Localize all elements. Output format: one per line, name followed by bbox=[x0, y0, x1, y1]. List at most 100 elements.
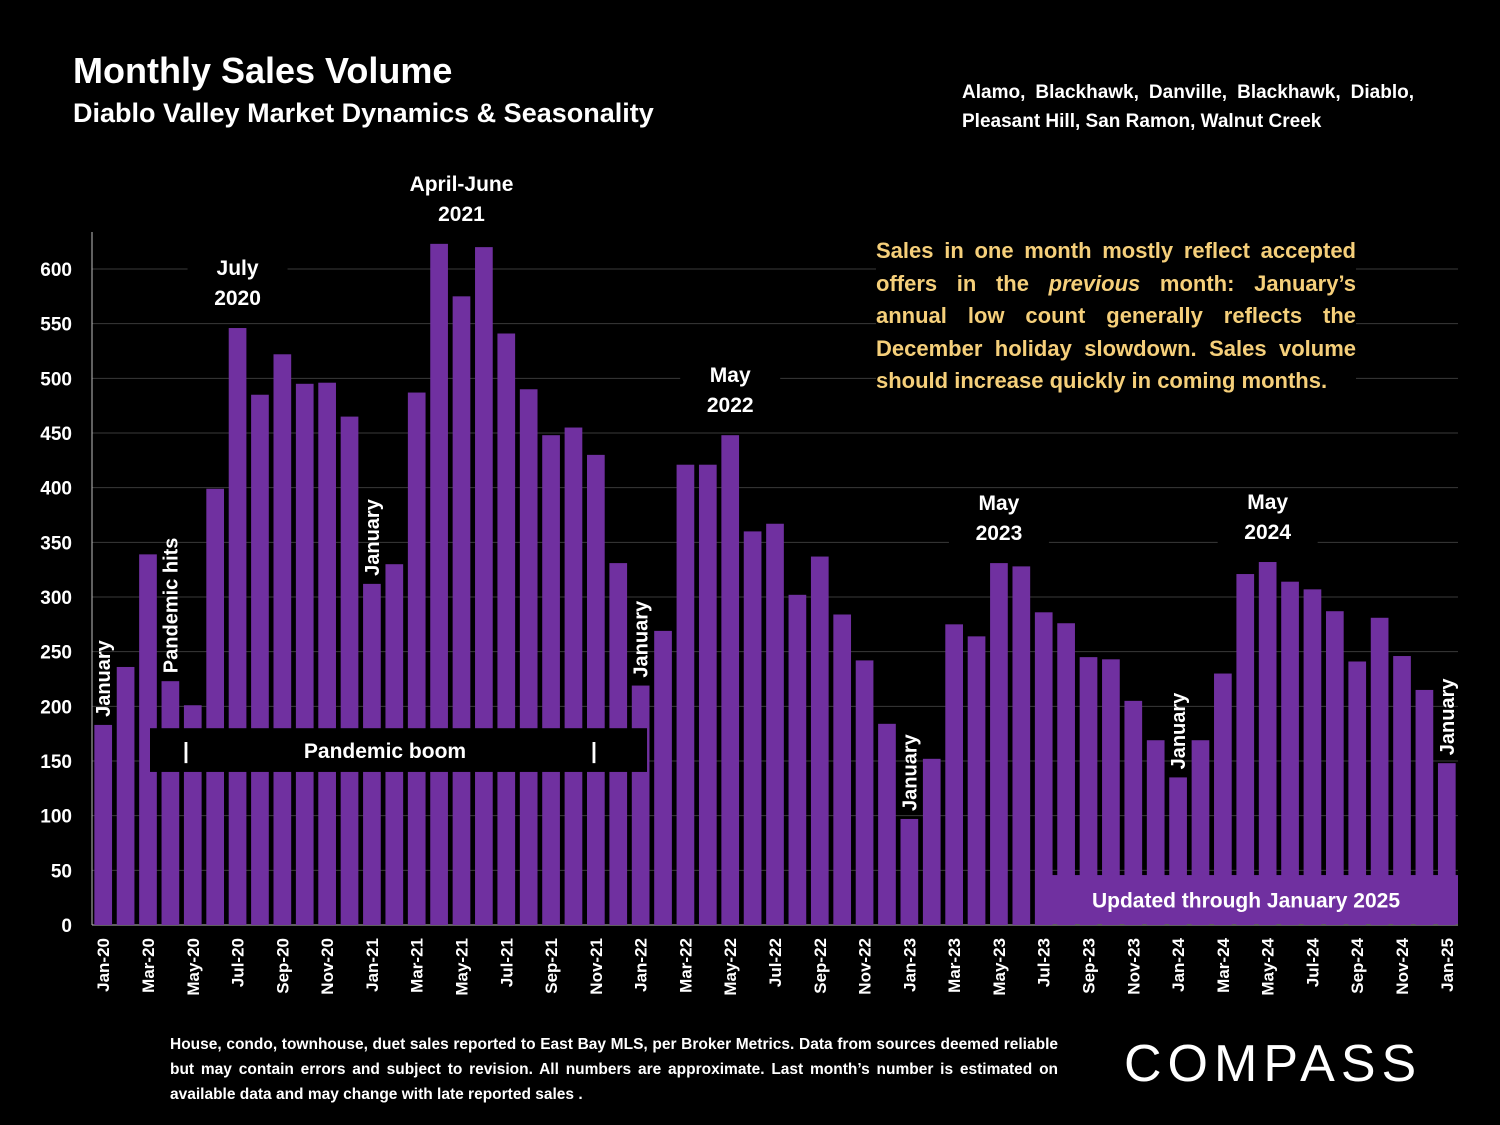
y-tick-label: 550 bbox=[40, 315, 72, 336]
annotation-vertical: January bbox=[1437, 678, 1459, 756]
bar bbox=[564, 427, 583, 925]
bar bbox=[475, 247, 493, 926]
annotation-backdrop bbox=[1217, 490, 1318, 555]
y-tick-label: 400 bbox=[40, 479, 72, 500]
annotation-label: July bbox=[217, 257, 259, 280]
x-tick-label: May-24 bbox=[1259, 937, 1278, 995]
x-tick-label: Nov-22 bbox=[856, 938, 875, 995]
x-tick-label: Nov-24 bbox=[1393, 937, 1412, 994]
compass-logo: COMPASS bbox=[1124, 1035, 1423, 1093]
pandemic-boom-label: Pandemic boom bbox=[304, 740, 466, 763]
bar bbox=[1415, 689, 1434, 925]
x-tick-label: Sep-21 bbox=[542, 938, 561, 994]
bar bbox=[295, 383, 314, 925]
annotation-vertical: January bbox=[1168, 692, 1190, 770]
bar bbox=[318, 382, 336, 925]
callout-text-before: Sales in one month mostly reflect accept… bbox=[876, 238, 1356, 296]
x-tick-label: May-20 bbox=[184, 938, 203, 996]
x-tick-label: Jan-25 bbox=[1438, 938, 1457, 992]
pandemic-boom-band bbox=[150, 728, 648, 772]
annotation-vertical: January bbox=[631, 600, 653, 678]
bar bbox=[1236, 574, 1255, 925]
x-tick-label: Mar-21 bbox=[408, 938, 427, 993]
bar bbox=[161, 681, 180, 925]
y-tick-label: 50 bbox=[51, 861, 72, 882]
x-tick-label: Jul-24 bbox=[1303, 937, 1322, 987]
bar bbox=[1258, 562, 1277, 925]
bar bbox=[407, 392, 426, 926]
x-tick-label: Jul-21 bbox=[497, 938, 516, 987]
bar bbox=[430, 243, 448, 925]
updated-note-band bbox=[1052, 875, 1458, 924]
x-tick-label: Sep-23 bbox=[1080, 938, 1099, 994]
bar bbox=[94, 724, 113, 925]
bar bbox=[654, 630, 672, 925]
bar bbox=[631, 685, 650, 925]
y-tick-label: 0 bbox=[61, 916, 72, 937]
bar bbox=[251, 394, 269, 925]
annotation-label: May bbox=[979, 492, 1020, 515]
annotation-vertical: Pandemic hits bbox=[160, 538, 182, 674]
annotation-backdrop bbox=[680, 363, 781, 428]
bar bbox=[1102, 659, 1120, 925]
annotation-backdrop bbox=[187, 256, 288, 321]
bar bbox=[452, 296, 471, 925]
x-tick-label: Jul-23 bbox=[1035, 938, 1054, 987]
bar bbox=[1370, 617, 1389, 925]
x-tick-label: Mar-22 bbox=[676, 938, 695, 993]
bar bbox=[228, 328, 247, 925]
bar bbox=[1325, 611, 1344, 925]
bar bbox=[273, 354, 292, 925]
chart-title: Monthly Sales Volume bbox=[73, 50, 453, 91]
bar bbox=[743, 531, 762, 925]
x-tick-label: Jul-22 bbox=[766, 938, 785, 987]
x-tick-label: Jan-20 bbox=[94, 938, 113, 992]
bar bbox=[1057, 623, 1075, 925]
boom-start-marker: | bbox=[183, 738, 189, 763]
x-tick-label: Jan-21 bbox=[363, 938, 382, 992]
bar bbox=[1124, 700, 1143, 925]
source-footnote: House, condo, townhouse, duet sales repo… bbox=[170, 1036, 1058, 1103]
annotation-year: 2022 bbox=[707, 394, 754, 417]
bar bbox=[1393, 656, 1411, 925]
annotation-year: 2020 bbox=[214, 287, 261, 310]
bar bbox=[1303, 589, 1322, 925]
bar bbox=[1348, 661, 1367, 925]
seasonality-callout: Sales in one month mostly reflect accept… bbox=[876, 233, 1356, 400]
x-tick-label: May-21 bbox=[452, 938, 471, 996]
x-tick-label: Nov-20 bbox=[318, 938, 337, 995]
annotation-label: May bbox=[1247, 491, 1288, 514]
bar bbox=[1281, 581, 1299, 925]
y-tick-label: 100 bbox=[40, 807, 72, 828]
bar bbox=[139, 554, 157, 925]
x-tick-label: Mar-20 bbox=[139, 938, 158, 993]
bar bbox=[340, 416, 359, 925]
bar bbox=[810, 556, 829, 925]
y-tick-label: 300 bbox=[40, 588, 72, 609]
bar-chart: 0 50 100 150 200 250 300 350 400 450 500 550 600 Jan-… bbox=[40, 171, 1459, 996]
bar bbox=[542, 435, 560, 925]
x-tick-label: Nov-21 bbox=[587, 938, 606, 995]
annotation-year: 2023 bbox=[976, 522, 1023, 545]
annotation-backdrop bbox=[948, 491, 1049, 556]
bar bbox=[855, 660, 874, 925]
y-tick-label: 450 bbox=[40, 424, 72, 445]
y-tick-label: 500 bbox=[40, 369, 72, 390]
x-tick-label: Jul-20 bbox=[229, 938, 248, 987]
x-tick-label: May-23 bbox=[990, 938, 1009, 996]
bar bbox=[788, 594, 807, 925]
annotation-vertical: January bbox=[93, 639, 115, 717]
x-tick-label: Sep-24 bbox=[1348, 937, 1367, 993]
boom-end-marker: | bbox=[591, 738, 597, 763]
x-tick-label: Nov-23 bbox=[1124, 938, 1143, 995]
bar bbox=[922, 758, 941, 925]
bar bbox=[676, 464, 695, 925]
x-tick-label: Mar-23 bbox=[945, 938, 964, 993]
bar bbox=[1214, 673, 1232, 925]
x-tick-label: Jan-23 bbox=[900, 938, 919, 992]
annotation-label: May bbox=[710, 364, 751, 387]
bar bbox=[990, 563, 1008, 925]
x-tick-label: Jan-24 bbox=[1169, 937, 1188, 991]
bar bbox=[878, 723, 896, 925]
y-tick-label: 200 bbox=[40, 697, 72, 718]
